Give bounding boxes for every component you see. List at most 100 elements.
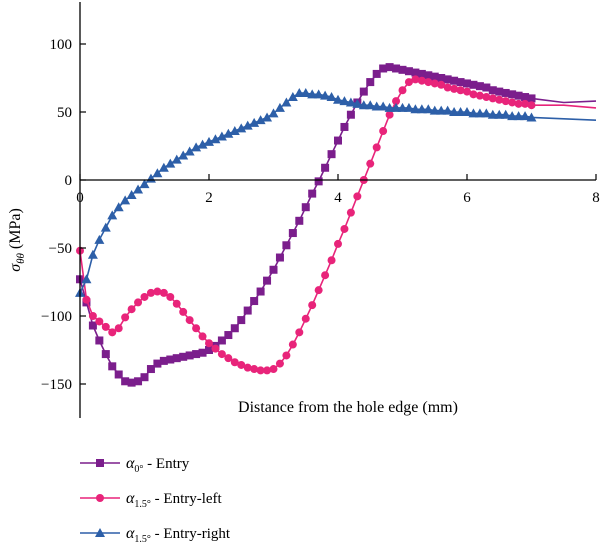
series-2-point: [508, 98, 517, 107]
y-tick-label: −100: [41, 309, 72, 325]
series-3-point: [274, 102, 285, 112]
series-1-point: [482, 83, 491, 92]
series-3-point: [371, 101, 382, 111]
series-3-point: [120, 195, 131, 205]
series-3-point: [223, 128, 234, 138]
series-1-point: [488, 86, 497, 95]
series-3-point: [423, 104, 434, 114]
series-1-point: [392, 64, 401, 73]
y-axis: 100 50 0 −50 −100 −150: [41, 2, 86, 418]
series-2-point: [243, 363, 252, 372]
series-2-point: [456, 86, 465, 95]
legend-label-symbol: α: [126, 490, 135, 507]
series-1-point: [372, 69, 381, 78]
series-3-point: [494, 109, 505, 119]
series-3-point: [100, 222, 111, 232]
series-1-point: [134, 377, 143, 386]
series-1-point: [121, 377, 130, 386]
series-3-point: [403, 102, 414, 112]
x-tick-label: 4: [334, 190, 342, 206]
series-3-point: [339, 96, 350, 106]
series-1-point: [263, 276, 272, 285]
series-2-point: [198, 332, 207, 341]
series-3-point: [197, 139, 208, 149]
series-2-point: [488, 94, 497, 103]
series-1-point: [469, 80, 478, 89]
series-2-point: [288, 340, 297, 349]
series-3-point: [236, 123, 247, 133]
legend-label: α1.5° - Entry-right: [126, 525, 231, 545]
y-tick-label: 0: [65, 173, 73, 189]
series-1-point: [153, 359, 162, 368]
series-3-point: [81, 274, 92, 284]
legend-label-subscript: 1.5°: [134, 534, 151, 545]
series-2-point: [166, 292, 175, 301]
series-1-point: [282, 241, 291, 250]
series-2-point: [514, 99, 523, 108]
series-3-point: [307, 89, 318, 99]
series-1-point: [443, 75, 452, 84]
series-2-point: [127, 305, 136, 314]
series-2-point: [308, 301, 317, 310]
series-3-point: [229, 126, 240, 136]
series-1-point: [95, 336, 104, 345]
series-1-point: [250, 297, 259, 306]
series-3-point: [249, 117, 260, 127]
series-3-point: [216, 131, 227, 141]
legend-label-text: - Entry-right: [151, 526, 231, 542]
legend-item-2: α1.5° - Entry-left: [80, 490, 223, 510]
series-3-point: [500, 109, 511, 119]
legend-label-text: - Entry: [143, 456, 189, 472]
series-1-point: [172, 354, 181, 363]
series-2-point: [121, 313, 130, 322]
x-axis: 0 2 4 6 8: [76, 174, 600, 206]
series-1-point: [275, 253, 284, 262]
series-3-point: [487, 109, 498, 119]
series-3-point: [300, 87, 311, 97]
series-2-point: [256, 366, 265, 375]
x-tick-label: 8: [592, 190, 600, 206]
series-3-point: [326, 92, 337, 102]
series-3-point: [262, 112, 273, 122]
series-1-point: [205, 346, 213, 354]
series-3-point: [165, 158, 176, 168]
series-1-point: [88, 321, 97, 330]
series-3-point: [204, 136, 214, 146]
series-2-point: [417, 76, 426, 85]
series-1-point: [140, 373, 149, 382]
series-2-point: [521, 99, 530, 108]
series-1-point: [192, 350, 201, 359]
series-3-point: [384, 102, 395, 112]
series-2-point: [237, 360, 246, 369]
series-1-point: [437, 74, 446, 82]
y-tick-label: 100: [50, 37, 73, 53]
y-axis-title-subscript: θθ: [15, 253, 27, 264]
series-2-point: [159, 288, 168, 297]
series-1: [76, 63, 597, 387]
series-1-point: [404, 67, 413, 76]
series-2-point: [179, 307, 188, 316]
series-3-point: [520, 111, 531, 121]
series-2-point: [314, 286, 323, 295]
series-2-point: [501, 97, 510, 106]
y-axis-title: σθθ (MPa): [7, 208, 27, 272]
series-2-point: [301, 314, 310, 323]
series-3-point: [255, 115, 266, 125]
legend-label-text: - Entry-left: [151, 491, 223, 507]
y-tick-label: −150: [41, 377, 72, 393]
series-2-point: [398, 86, 407, 95]
series-3-point: [397, 102, 408, 112]
y-axis-title-unit: (MPa): [7, 208, 24, 253]
series-3-point: [133, 184, 144, 194]
series-3-point: [345, 97, 356, 107]
legend-marker: [96, 494, 104, 502]
series-1-point: [366, 78, 375, 87]
series-3-point: [358, 100, 369, 110]
series-3-point: [378, 101, 389, 111]
series-2-point: [217, 350, 226, 359]
legend-item-3: α1.5° - Entry-right: [80, 525, 231, 545]
y-tick-label: 50: [57, 105, 72, 121]
series-1-point: [385, 63, 394, 72]
